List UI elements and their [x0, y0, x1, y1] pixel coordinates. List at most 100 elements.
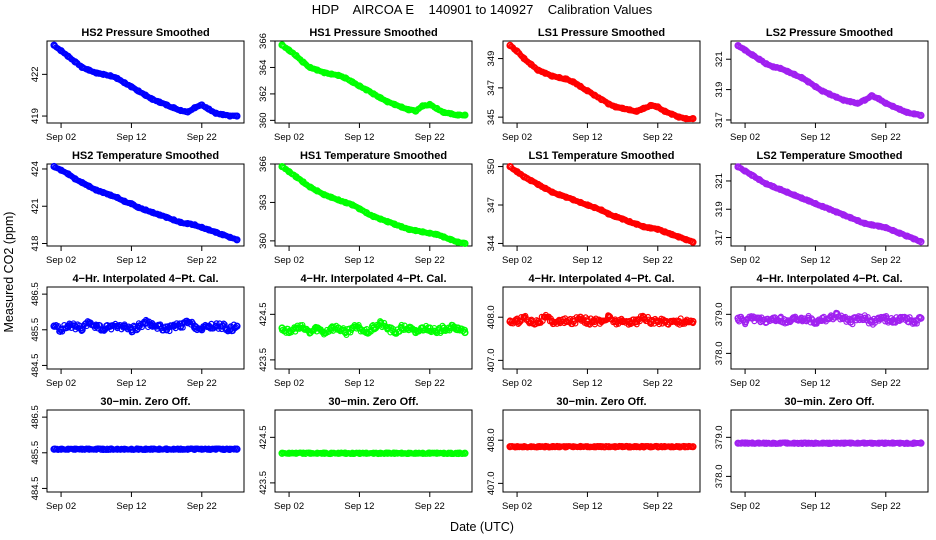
data-point	[875, 439, 883, 447]
data-point	[839, 314, 848, 322]
data-point	[177, 218, 185, 226]
data-point	[682, 317, 690, 326]
y-tick-label: 407.0	[486, 348, 497, 372]
data-point	[569, 196, 577, 204]
data-point	[776, 439, 784, 447]
data-point	[134, 203, 143, 212]
y-tick-label: 344	[486, 236, 497, 252]
data-point	[513, 443, 521, 451]
data-point	[562, 317, 570, 326]
y-tick-label: 379.0	[714, 302, 725, 326]
data-point	[783, 188, 791, 196]
data-point	[177, 106, 185, 115]
data-point	[748, 314, 756, 322]
data-point	[412, 328, 420, 337]
data-point	[278, 162, 286, 171]
data-point	[896, 314, 904, 322]
data-point	[461, 239, 469, 248]
data-point	[640, 223, 648, 231]
data-point	[755, 175, 763, 184]
data-point	[78, 179, 86, 187]
data-point	[776, 314, 784, 322]
x-tick-label: Sep 12	[116, 501, 146, 512]
data-point	[576, 82, 584, 90]
data-point	[184, 220, 192, 228]
y-tick-label: 347	[486, 197, 497, 213]
plot-frame	[730, 286, 929, 370]
data-point	[689, 443, 697, 451]
data-point	[355, 324, 364, 332]
data-point	[783, 439, 791, 447]
data-point	[604, 313, 613, 321]
data-point	[818, 439, 827, 447]
data-point	[520, 443, 528, 451]
data-point	[184, 108, 192, 116]
x-tick-label: Sep 02	[730, 255, 760, 266]
y-tick-label: 418	[30, 236, 41, 252]
data-point	[141, 91, 150, 99]
data-point	[569, 317, 577, 326]
data-point	[661, 317, 669, 326]
data-point	[412, 107, 420, 115]
data-point	[513, 47, 521, 55]
data-point	[576, 313, 584, 321]
data-point	[320, 69, 328, 77]
x-tick-label: Sep 12	[116, 132, 146, 143]
panel-1-1: HS1 Temperature Smoothed Sep 02 Sep 12 Sep …	[258, 150, 473, 266]
data-point	[97, 322, 104, 329]
y-tick-label: 484.5	[30, 477, 41, 501]
data-point	[198, 326, 206, 334]
data-point	[527, 60, 535, 69]
data-point	[219, 322, 227, 330]
y-tick-label: 408.0	[486, 305, 497, 329]
data-point	[654, 225, 662, 233]
data-point	[861, 439, 869, 447]
data-point	[141, 319, 150, 327]
data-point	[390, 326, 397, 333]
data-point	[619, 104, 627, 112]
data-point	[92, 186, 100, 194]
data-point	[419, 324, 427, 332]
data-point	[155, 322, 164, 330]
y-tick-label: 408.0	[486, 428, 497, 452]
data-point	[675, 233, 683, 241]
data-point	[138, 324, 145, 331]
data-point	[461, 111, 469, 119]
panel-title: LS1 Temperature Smoothed	[529, 150, 675, 162]
data-point	[341, 198, 349, 207]
data-point	[85, 319, 93, 327]
data-point	[847, 214, 855, 222]
data-point	[78, 445, 86, 453]
data-point	[854, 216, 862, 225]
x-tick-label: Sep 22	[871, 132, 901, 143]
data-point	[889, 226, 897, 235]
series-points	[50, 41, 241, 120]
data-point	[391, 328, 399, 337]
data-point	[668, 317, 676, 326]
data-point	[155, 211, 164, 219]
data-point	[675, 113, 683, 121]
series-points	[506, 162, 697, 246]
data-point	[398, 321, 405, 328]
data-point	[163, 213, 171, 222]
data-point	[348, 78, 356, 86]
data-point	[426, 449, 434, 457]
data-point	[440, 449, 448, 457]
series-points	[50, 445, 241, 454]
data-point	[910, 439, 918, 447]
panel-3-3: 30−min. Zero Off. Sep 02 Sep 12 Sep 22 378.0…	[714, 396, 929, 512]
data-point	[440, 324, 448, 332]
data-point	[534, 180, 542, 189]
data-point	[447, 110, 455, 118]
data-point	[454, 111, 462, 119]
data-point	[661, 228, 669, 236]
panel-0-3: LS2 Pressure Smoothed Sep 02 Sep 12 Sep 22 3…	[714, 27, 929, 143]
data-point	[85, 66, 93, 74]
data-point	[447, 449, 455, 457]
data-point	[633, 317, 641, 326]
x-tick-label: Sep 22	[871, 501, 901, 512]
data-point	[306, 63, 314, 72]
data-point	[148, 208, 157, 217]
